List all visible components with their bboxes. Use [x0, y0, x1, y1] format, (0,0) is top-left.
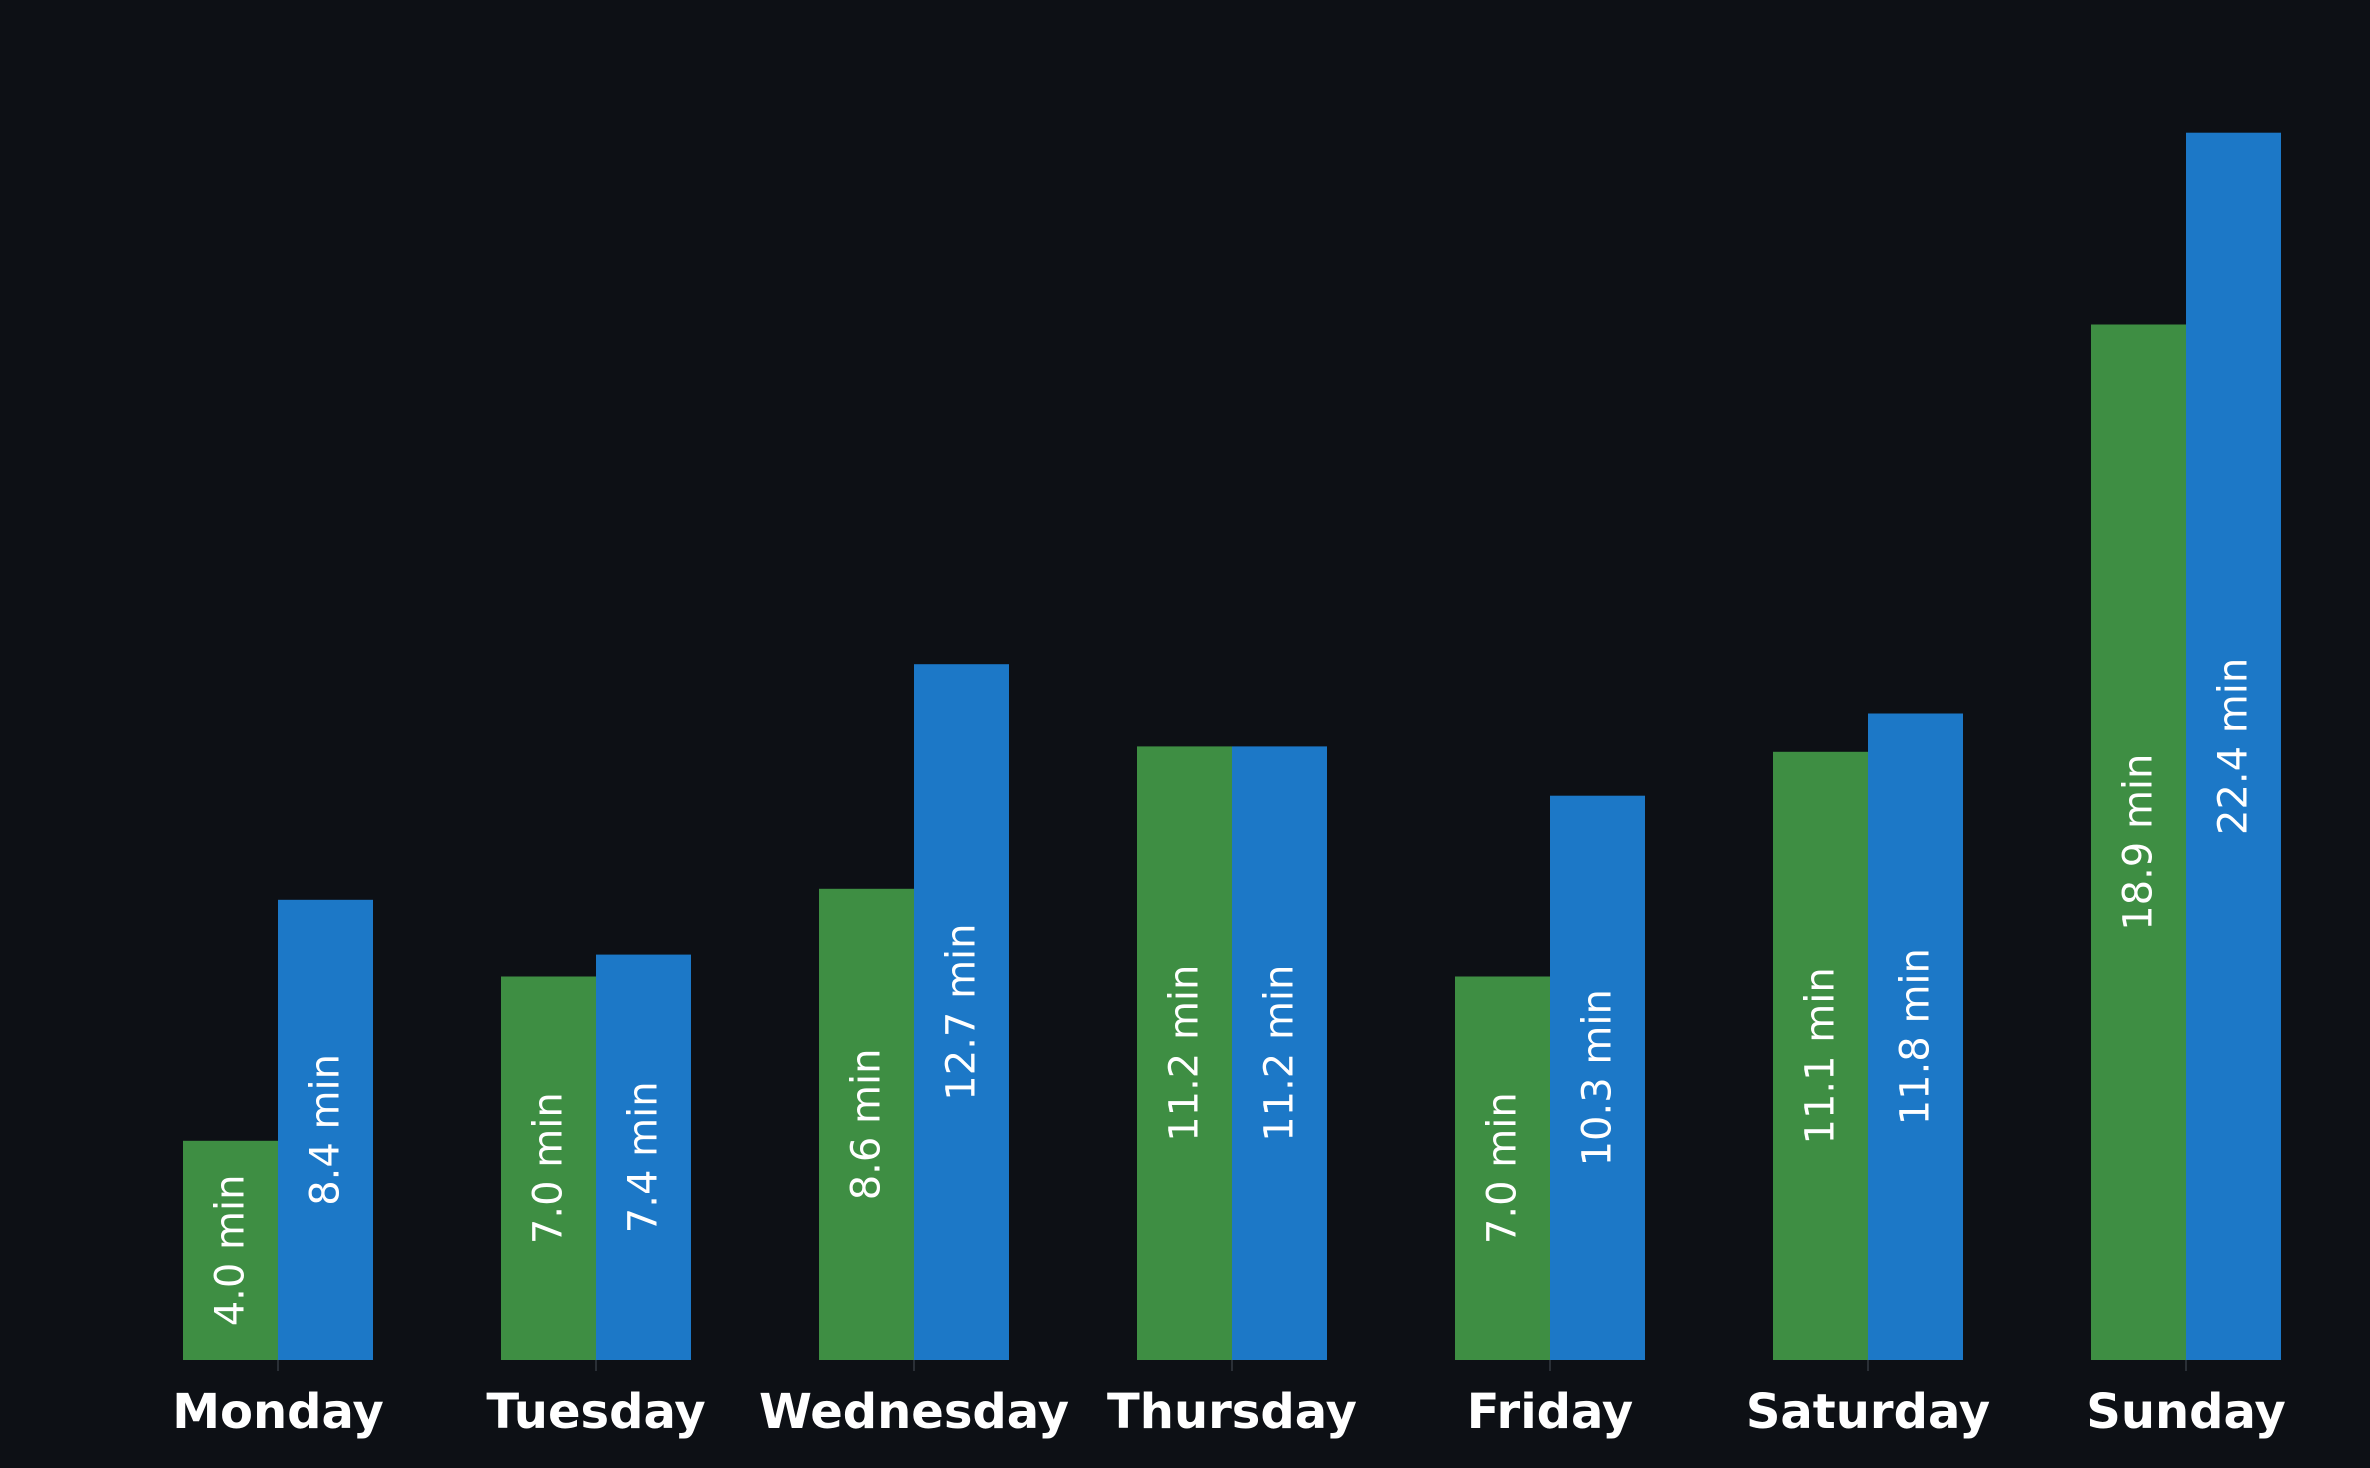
ticks-layer: Monday Tuesday Wednesday Thursday Friday Satu… [172, 1360, 2286, 1440]
x-tick-label-saturday: Saturday [1746, 1384, 1990, 1440]
value-label-wednesday-series-2: 12.7 min [939, 923, 985, 1100]
value-label-friday-series-1: 7.0 min [1480, 1092, 1526, 1244]
bar-wednesday-series-2 [914, 664, 1009, 1360]
bar-monday-series-2 [278, 899, 373, 1360]
value-label-thursday-series-1: 11.2 min [1162, 965, 1208, 1142]
value-label-monday-series-1: 4.0 min [208, 1175, 254, 1327]
bar-sunday-series-1 [2091, 324, 2186, 1360]
x-tick-label-friday: Friday [1467, 1384, 1633, 1440]
bars-layer [183, 132, 2281, 1361]
value-label-saturday-series-2: 11.8 min [1893, 948, 1939, 1125]
x-tick-label-wednesday: Wednesday [759, 1384, 1069, 1440]
value-label-sunday-series-1: 18.9 min [2116, 754, 2162, 931]
value-labels-layer: 4.0 min 8.4 min 7.0 min 7.4 min 8.6 min 12.7 … [208, 658, 2257, 1326]
bar-saturday-series-1 [1773, 751, 1868, 1360]
bar-monday-series-1 [183, 1140, 278, 1360]
value-label-sunday-series-2: 22.4 min [2211, 658, 2257, 835]
x-tick-label-tuesday: Tuesday [486, 1384, 705, 1440]
bar-thursday-series-2 [1232, 746, 1327, 1360]
x-tick-label-thursday: Thursday [1107, 1384, 1357, 1440]
value-label-wednesday-series-1: 8.6 min [844, 1049, 890, 1201]
value-label-tuesday-series-2: 7.4 min [621, 1081, 667, 1233]
bar-sunday-series-2 [2186, 132, 2281, 1361]
bar-thursday-series-1 [1137, 746, 1232, 1360]
value-label-thursday-series-2: 11.2 min [1257, 965, 1303, 1142]
value-label-friday-series-2: 10.3 min [1575, 989, 1621, 1166]
value-label-saturday-series-1: 11.1 min [1798, 967, 1844, 1144]
value-label-monday-series-2: 8.4 min [303, 1054, 349, 1206]
x-tick-label-monday: Monday [172, 1384, 383, 1440]
bar-tuesday-series-2 [596, 954, 691, 1360]
value-label-tuesday-series-1: 7.0 min [526, 1092, 572, 1244]
bar-friday-series-2 [1550, 795, 1645, 1360]
bar-tuesday-series-1 [501, 976, 596, 1360]
bar-wednesday-series-1 [819, 888, 914, 1360]
bar-saturday-series-2 [1868, 713, 1963, 1360]
bar-friday-series-1 [1455, 976, 1550, 1360]
x-tick-label-sunday: Sunday [2086, 1384, 2285, 1440]
